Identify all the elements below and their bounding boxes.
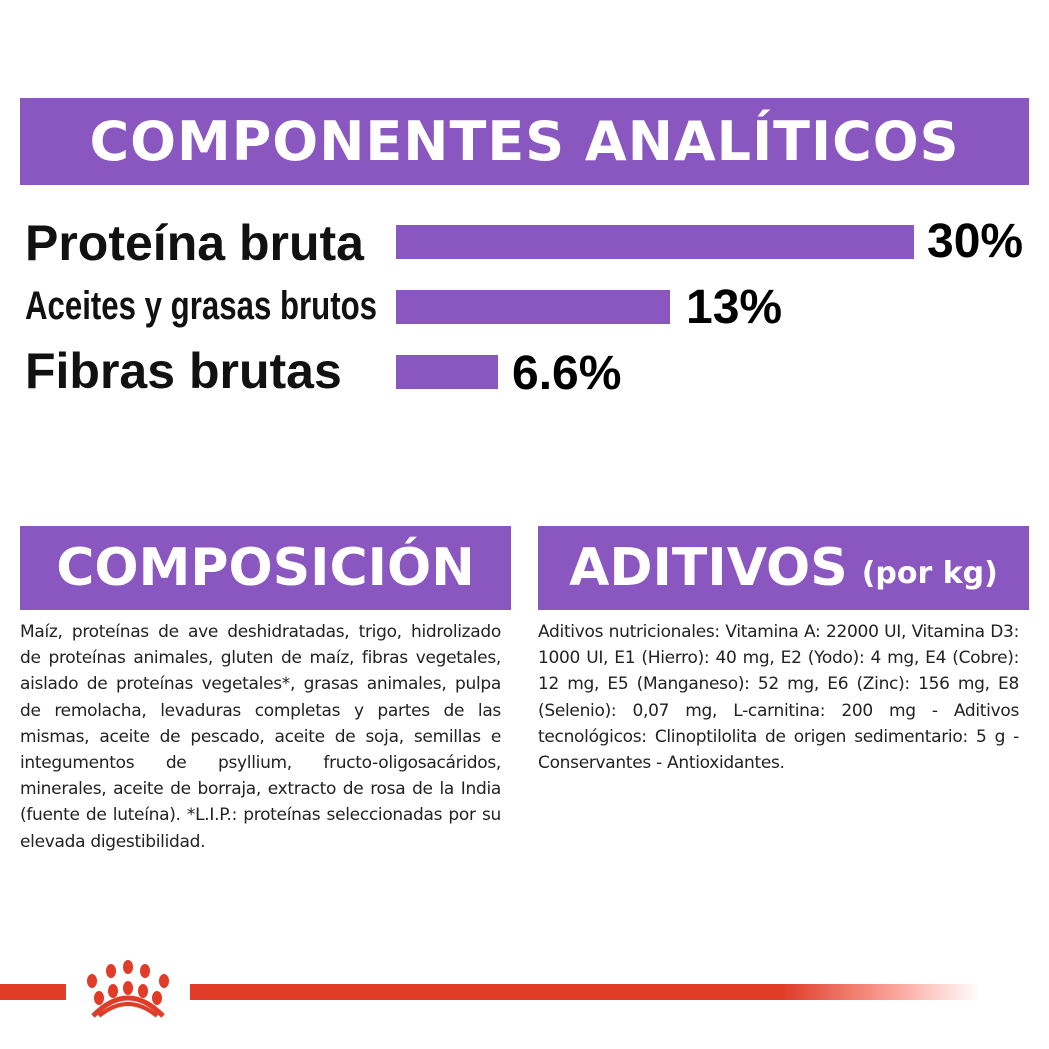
fat-value: 13%: [686, 281, 783, 334]
protein-value: 30%: [927, 215, 1024, 268]
additives-text: Aditivos nutricionales: Vitamina A: 2200…: [538, 622, 1019, 774]
additives-header: ADITIVOS (por kg): [538, 526, 1029, 610]
additives-unit: (por kg): [861, 555, 998, 591]
royal-canin-crown-icon: [87, 960, 169, 1018]
analytics-header: COMPONENTES ANALÍTICOS: [20, 98, 1029, 185]
analytics-title: COMPONENTES ANALÍTICOS: [89, 110, 960, 173]
fiber-label: Fibras brutas: [25, 343, 342, 399]
composition-header: COMPOSICIÓN: [20, 526, 511, 610]
footer-band: [0, 984, 1049, 1000]
additives-title: ADITIVOS: [569, 538, 848, 598]
fat-bar: [396, 290, 670, 324]
composition-title: COMPOSICIÓN: [56, 538, 475, 598]
protein-label: Proteína bruta: [25, 215, 364, 271]
composition-text: Maíz, proteínas de ave deshidratadas, tr…: [20, 622, 501, 852]
fat-label: Aceites y grasas brutos: [25, 284, 378, 328]
fiber-bar: [396, 355, 498, 389]
fiber-value: 6.6%: [512, 347, 622, 400]
protein-bar: [396, 225, 914, 259]
